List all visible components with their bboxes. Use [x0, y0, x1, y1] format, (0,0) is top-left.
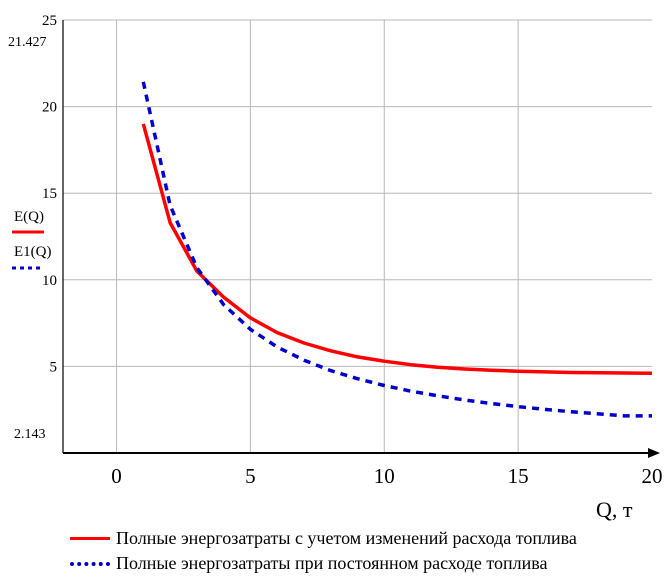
series-line-2: [141, 81, 652, 418]
x-tick-label-0: 0: [111, 464, 122, 488]
inline-legend-label-1: E(Q): [14, 209, 44, 225]
x-tick-label-10: 10: [374, 464, 395, 488]
x-axis-label: Q, т: [596, 497, 633, 522]
x-axis-arrow: [648, 448, 660, 458]
y-tick-label-5: 5: [50, 359, 58, 375]
y-upper-limit-label: 21.427: [8, 35, 47, 50]
legend: Полные энергозатраты с учетом изменений …: [70, 526, 660, 576]
inline-legend: E(Q) E1(Q): [12, 209, 52, 270]
legend-swatch-dotted-blue: [70, 561, 110, 566]
tick-labels: 5 10 15 20 25 21.427 2.143 0 5 10 15 20 Q, т: [8, 13, 663, 522]
y-tick-label-25: 25: [42, 13, 57, 29]
legend-label-2: Полные энергозатраты при постоянном расх…: [116, 553, 548, 573]
x-tick-label-20: 20: [642, 464, 663, 488]
legend-label-1: Полные энергозатраты с учетом изменений …: [116, 528, 577, 548]
y-tick-label-10: 10: [42, 273, 57, 289]
grid-lines: [63, 19, 652, 453]
y-tick-label-20: 20: [42, 100, 57, 116]
x-tick-label-5: 5: [245, 464, 256, 488]
chart-plot: 5 10 15 20 25 21.427 2.143 0 5 10 15 20 Q, т E(Q) E1(…: [8, 13, 663, 522]
legend-item-1: Полные энергозатраты с учетом изменений …: [70, 526, 660, 551]
axes: [62, 20, 660, 458]
y-lower-limit-label: 2.143: [14, 427, 46, 442]
series-line-1: [141, 123, 653, 376]
inline-legend-label-2: E1(Q): [14, 244, 52, 260]
x-tick-label-15: 15: [508, 464, 529, 488]
legend-item-2: Полные энергозатраты при постоянном расх…: [70, 551, 660, 576]
legend-swatch-solid-red: [70, 537, 110, 540]
y-tick-label-15: 15: [42, 186, 57, 202]
series-layer: [141, 81, 653, 418]
